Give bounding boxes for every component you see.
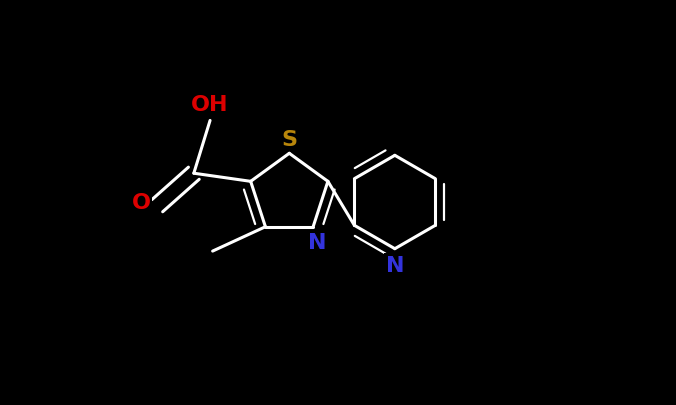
Text: N: N — [385, 255, 404, 275]
Text: N: N — [308, 232, 327, 253]
Text: S: S — [281, 130, 297, 150]
Text: OH: OH — [191, 95, 228, 115]
Text: O: O — [132, 192, 151, 212]
